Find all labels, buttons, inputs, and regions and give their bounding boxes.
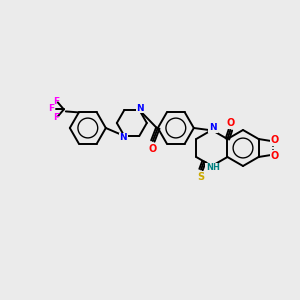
Text: N: N — [136, 103, 144, 112]
Text: S: S — [197, 172, 205, 182]
Text: N: N — [119, 134, 127, 142]
Text: NH: NH — [206, 164, 220, 172]
Text: O: O — [149, 144, 157, 154]
Text: F: F — [53, 113, 59, 122]
Text: F: F — [53, 97, 59, 106]
Text: O: O — [226, 118, 235, 128]
Text: N: N — [209, 124, 217, 133]
Text: O: O — [271, 135, 279, 145]
Text: O: O — [271, 151, 279, 161]
Text: F: F — [48, 104, 54, 113]
